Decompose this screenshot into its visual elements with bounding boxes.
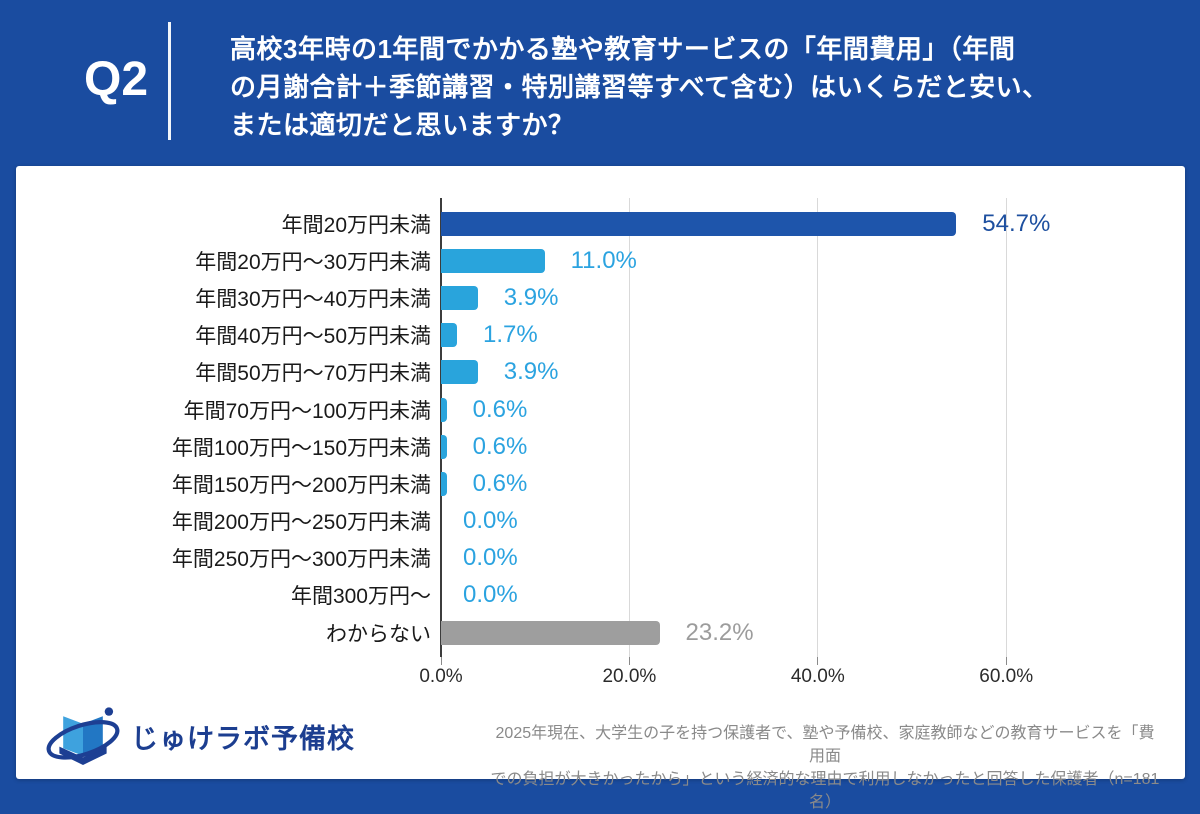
question-header: Q2 高校3年時の1年間でかかる塾や教育サービスの「年間費用」（年間 の月謝合計… — [0, 0, 1200, 166]
category-label: 年間40万円〜50万円未満 — [195, 325, 431, 349]
category-label: 年間50万円〜70万円未満 — [195, 362, 431, 386]
category-label: 年間150万円〜200万円未満 — [171, 473, 431, 497]
value-label: 0.6% — [472, 469, 528, 497]
category-label: 年間70万円〜100万円未満 — [183, 399, 431, 423]
bar-area: 0.6% — [441, 465, 1185, 502]
chart-row: 年間250万円〜300万円未満 0.0% — [16, 540, 1185, 577]
chart-row: わからない 23.2% — [16, 614, 1185, 651]
gridline — [817, 198, 819, 657]
category-label: 年間20万円〜30万円未満 — [195, 250, 431, 274]
tick-label: 0.0% — [419, 666, 463, 687]
bar-area: 1.7% — [441, 317, 1185, 354]
category-label: 年間300万円〜 — [290, 585, 431, 609]
chart-row: 年間70万円〜100万円未満 0.6% — [16, 391, 1185, 428]
bar-area: 11.0% — [441, 242, 1185, 279]
bar — [441, 620, 660, 645]
value-label: 0.0% — [463, 581, 518, 609]
question-title-line-2: の月謝合計＋季節講習・特別講習等すべて含む）はいくらだと安い、 — [230, 72, 1049, 102]
category-label: 年間20万円未満 — [281, 213, 431, 237]
logo-orbit — [46, 720, 120, 760]
axis-line — [440, 198, 442, 657]
tick-mark — [1005, 657, 1007, 665]
bar — [441, 360, 478, 385]
bar-area: 3.9% — [441, 279, 1185, 316]
chart-row: 年間20万円未満 54.7% — [16, 205, 1185, 242]
bar-area: 0.6% — [441, 428, 1185, 465]
logo-orbit-dot — [104, 707, 114, 716]
bar — [441, 471, 447, 496]
chart-row: 年間30万円〜40万円未満 3.9% — [16, 279, 1185, 316]
bar — [441, 397, 447, 422]
bar — [441, 323, 457, 348]
bar — [441, 434, 447, 459]
question-number: Q2 — [83, 53, 149, 106]
tick-mark — [440, 657, 442, 665]
category-label: 年間250万円〜300万円未満 — [171, 548, 431, 572]
chart-row: 年間40万円〜50万円未満 1.7% — [16, 317, 1185, 354]
chart-row: 年間200万円〜250万円未満 0.0% — [16, 503, 1185, 540]
bar — [441, 211, 957, 236]
tick-label: 20.0% — [602, 666, 657, 687]
bar-area: 0.0% — [441, 503, 1185, 540]
category-label: 年間100万円〜150万円未満 — [171, 436, 431, 460]
value-label: 23.2% — [685, 618, 754, 646]
value-label: 0.6% — [472, 432, 528, 460]
category-label: わからない — [326, 622, 431, 646]
value-label: 0.0% — [463, 544, 518, 572]
logo: じゅけラボ予備校 — [44, 704, 355, 768]
gridline — [1005, 198, 1007, 657]
chart-grid: 0.0% 20.0% 40.0% 60.0% — [419, 198, 1101, 687]
chart-card: 0.0% 20.0% 40.0% 60.0% 年間20万円未満 54.7% 年間20万円〜… — [16, 166, 1185, 811]
question-title-line-3: または適切だと思いますか？ — [230, 110, 575, 140]
logo-book-orbit-icon — [46, 707, 120, 765]
value-label: 11.0% — [570, 246, 637, 274]
value-label: 0.0% — [463, 507, 518, 535]
bar-area: 3.9% — [441, 354, 1185, 391]
tick-label: 40.0% — [790, 666, 845, 687]
chart-rows: 年間20万円未満 54.7% 年間20万円〜30万円未満 11.0% 年間30万円〜40… — [16, 205, 1185, 651]
tick-mark — [817, 657, 819, 665]
bar — [441, 285, 478, 310]
value-label: 3.9% — [503, 358, 559, 386]
bar-area: 54.7% — [441, 205, 1185, 242]
value-label: 54.7% — [982, 209, 1051, 237]
chart-row: 年間50万円〜70万円未満 3.9% — [16, 354, 1185, 391]
value-label: 0.6% — [472, 395, 528, 423]
chart-row: 年間300万円〜 0.0% — [16, 577, 1185, 614]
bar-area: 0.0% — [441, 577, 1185, 614]
category-label: 年間200万円〜250万円未満 — [171, 511, 431, 535]
chart-row: 年間20万円〜30万円未満 11.0% — [16, 242, 1185, 279]
logo-text: じゅけラボ予備校 — [131, 723, 355, 754]
question-title: 高校3年時の1年間でかかる塾や教育サービスの「年間費用」（年間 の月謝合計＋季節… — [230, 30, 1049, 144]
logo-book-right-page — [83, 716, 103, 756]
bar — [441, 248, 545, 273]
tick-mark — [628, 657, 630, 665]
bar-area: 23.2% — [441, 614, 1185, 651]
survey-note-line-1: 2025年現在、大学生の子を持つ保護者で、塾や予備校、家庭教師などの教育サービス… — [495, 725, 1155, 765]
chart-row: 年間100万円〜150万円未満 0.6% — [16, 428, 1185, 465]
value-label: 3.9% — [503, 283, 559, 311]
gridline — [628, 198, 630, 657]
chart-row: 年間150万円〜200万円未満 0.6% — [16, 465, 1185, 502]
bar-area: 0.6% — [441, 391, 1185, 428]
survey-note-line-2: での負担が大きかったから」という経済的な理由で利用しなかったと回答した保護者（n… — [490, 771, 1160, 811]
header-divider — [168, 22, 171, 140]
category-label: 年間30万円〜40万円未満 — [195, 287, 431, 311]
bar-area: 0.0% — [441, 540, 1185, 577]
survey-note: 2025年現在、大学生の子を持つ保護者で、塾や予備校、家庭教師などの教育サービス… — [489, 722, 1161, 814]
value-label: 1.7% — [483, 321, 538, 349]
tick-label: 60.0% — [979, 666, 1034, 687]
question-title-line-1: 高校3年時の1年間でかかる塾や教育サービスの「年間費用」（年間 — [230, 34, 1016, 64]
